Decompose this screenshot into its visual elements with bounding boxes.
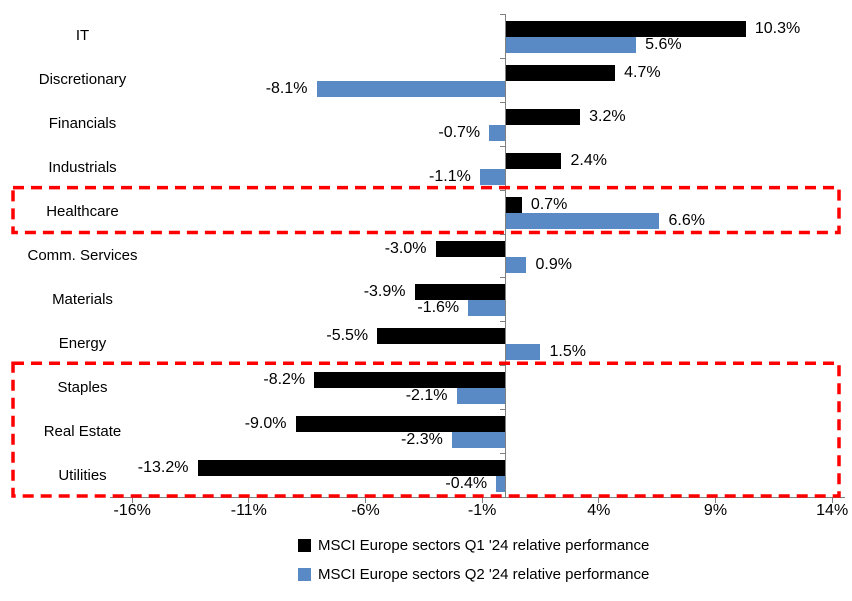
category-label: Healthcare xyxy=(46,203,119,221)
category-tick xyxy=(500,321,505,323)
q1-bar xyxy=(295,416,506,433)
value-label: 4.7% xyxy=(624,63,661,81)
category-label: Real Estate xyxy=(43,422,122,440)
q2-bar xyxy=(479,168,506,185)
q2-bar xyxy=(505,256,527,273)
q2-bar xyxy=(456,388,506,405)
category-tick xyxy=(500,57,505,59)
q2-bar xyxy=(468,300,506,317)
x-axis-tick-label: -16% xyxy=(113,502,151,519)
x-axis-tick xyxy=(831,497,833,503)
value-label: -9.0% xyxy=(244,415,287,433)
q1-legend-label: MSCI Europe sectors Q1 '24 relative perf… xyxy=(318,537,650,554)
x-axis-tick xyxy=(365,497,366,503)
value-label: 5.6% xyxy=(645,36,682,53)
q2-bar xyxy=(505,344,541,361)
q1-bar xyxy=(505,152,562,169)
value-label: 0.7% xyxy=(530,195,568,213)
x-axis-tick xyxy=(598,497,600,503)
value-label: -13.2% xyxy=(137,459,189,477)
value-label: 0.9% xyxy=(535,255,572,273)
q2-bar xyxy=(316,80,506,97)
category-label: Energy xyxy=(58,334,107,352)
q2-legend-label: MSCI Europe sectors Q2 '24 relative perf… xyxy=(318,566,650,583)
category-tick xyxy=(500,101,505,103)
value-label: 1.5% xyxy=(549,343,586,361)
category-label: Industrials xyxy=(48,159,117,177)
category-tick xyxy=(500,145,505,147)
x-axis-tick xyxy=(131,497,133,503)
value-label: 10.3% xyxy=(754,20,801,37)
q1-bar xyxy=(197,460,506,477)
value-label: -5.5% xyxy=(326,327,369,345)
value-label: -1.6% xyxy=(417,299,460,317)
q2-legend-swatch-icon xyxy=(298,568,311,581)
value-label: -0.4% xyxy=(445,475,488,493)
category-tick xyxy=(500,365,505,367)
x-axis-line xyxy=(110,497,845,498)
x-axis-tick xyxy=(481,497,483,503)
x-axis-tick-label: -1% xyxy=(467,502,497,519)
q1-bar xyxy=(377,328,506,345)
value-label: -2.3% xyxy=(401,431,443,449)
category-label: IT xyxy=(75,27,90,45)
q1-bar xyxy=(314,372,506,389)
category-label: Financials xyxy=(48,115,117,133)
value-label: -0.7% xyxy=(438,123,481,141)
value-label: -3.0% xyxy=(384,239,427,257)
x-axis-tick-label: 4% xyxy=(587,502,611,519)
q1-bar xyxy=(505,64,616,81)
x-axis-tick xyxy=(714,497,716,503)
value-label: 3.2% xyxy=(589,107,626,125)
q1-bar xyxy=(435,240,506,257)
value-label: -3.9% xyxy=(363,283,406,301)
value-label: 2.4% xyxy=(570,151,607,169)
q1-bar xyxy=(505,21,746,37)
category-label: Materials xyxy=(52,290,113,308)
x-axis-tick-label: -6% xyxy=(351,502,380,519)
category-tick xyxy=(500,453,505,455)
category-tick xyxy=(500,409,505,411)
x-axis-tick-label: 14% xyxy=(816,502,849,519)
q1-legend-swatch-icon xyxy=(298,539,311,552)
q1-bar xyxy=(505,108,581,125)
category-tick xyxy=(500,277,505,279)
q1-bar xyxy=(505,196,522,213)
x-axis-tick-label: 9% xyxy=(703,502,728,519)
category-tick xyxy=(500,233,505,235)
category-label: Comm. Services xyxy=(27,246,138,264)
q2-bar xyxy=(489,124,506,141)
q2-bar xyxy=(451,432,506,449)
value-label: -8.1% xyxy=(265,79,308,97)
q2-bar xyxy=(505,37,637,53)
value-label: -8.2% xyxy=(263,371,306,389)
legend-item-q2: MSCI Europe sectors Q2 '24 relative perf… xyxy=(298,566,649,583)
value-label: -1.1% xyxy=(429,167,471,185)
x-axis-tick xyxy=(248,497,250,503)
value-label: 6.6% xyxy=(668,211,705,229)
q1-bar xyxy=(414,284,506,301)
x-axis-tick-label: -11% xyxy=(230,502,267,519)
y-axis-line xyxy=(505,14,506,497)
q2-bar xyxy=(505,212,660,229)
legend-item-q1: MSCI Europe sectors Q1 '24 relative perf… xyxy=(298,537,649,554)
category-label: Discretionary xyxy=(38,71,127,89)
category-tick xyxy=(500,189,505,191)
value-label: -2.1% xyxy=(405,387,448,405)
category-tick xyxy=(500,14,505,15)
category-label: Staples xyxy=(57,378,108,396)
